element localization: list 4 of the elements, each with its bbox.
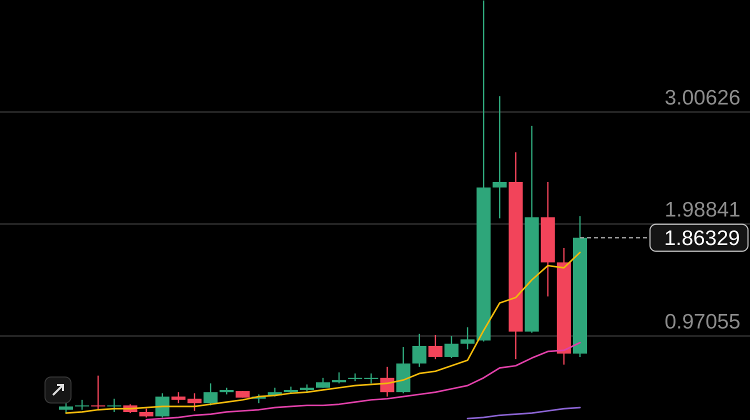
ref-line-label: 1.86329 (664, 226, 740, 250)
y-tick-label: 0.97055 (664, 310, 740, 334)
y-tick-label: 1.98841 (664, 198, 740, 222)
y-tick-label: 3.00626 (664, 86, 740, 110)
